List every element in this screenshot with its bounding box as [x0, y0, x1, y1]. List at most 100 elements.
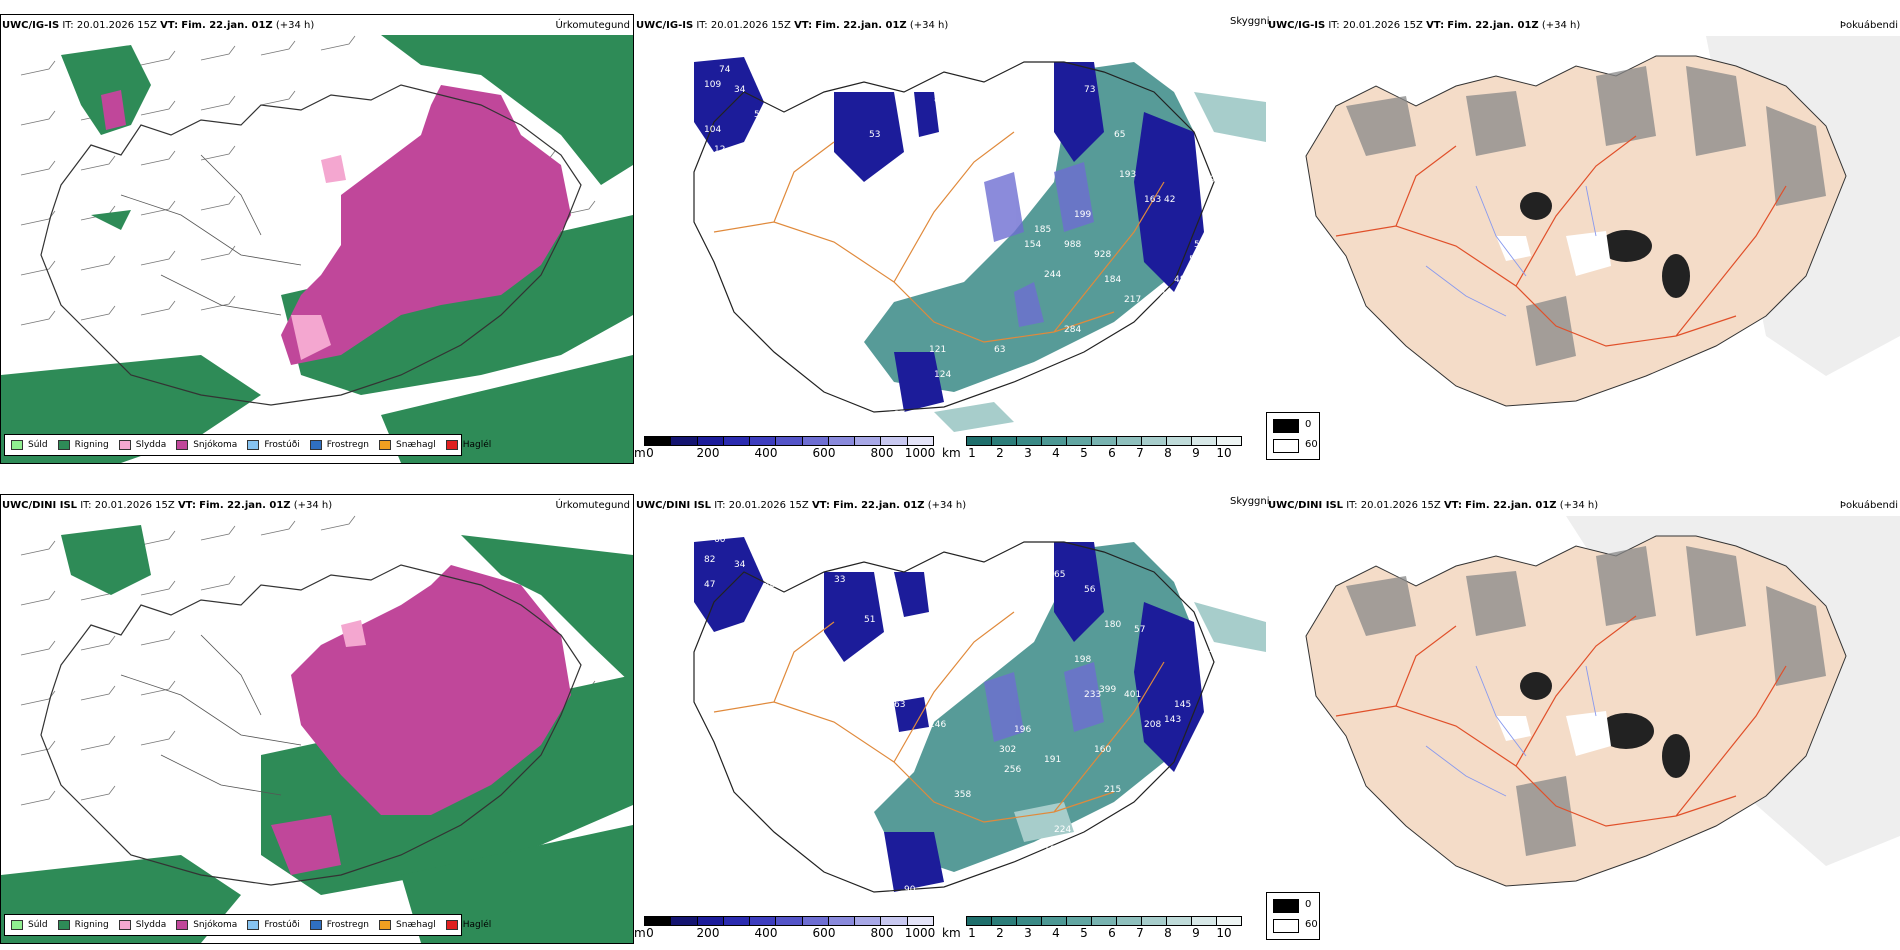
cloud-base-value: 109: [704, 80, 721, 90]
cloud-base-value: 60: [714, 535, 726, 545]
cloud-base-value: 90: [904, 885, 916, 895]
cloud-base-value: 59: [1174, 770, 1186, 780]
cloud-base-value: 47: [894, 620, 905, 630]
low-cloud-areas-top: [694, 57, 1204, 412]
cloud-base-value: 57: [1194, 240, 1205, 250]
cloud-base-value: 45: [934, 595, 945, 605]
cloud-base-value: 180: [1104, 620, 1121, 630]
cloudbase-tick: 1000: [904, 446, 936, 460]
legend-item: Slydda: [118, 440, 166, 450]
visibility-unit: km: [942, 446, 961, 460]
cloud-base-value: 59: [1204, 175, 1216, 185]
cloudbase-colorbar-top: m 0 200 400 600 800 1000: [634, 436, 936, 462]
header-bottom-right: UWC/DINI ISL IT: 20.01.2026 15Z VT: Fim.…: [1268, 500, 1599, 511]
visibility-tick: 9: [1192, 926, 1200, 940]
cloud-base-value: 194: [944, 895, 961, 905]
cloud-base-value: 233: [1084, 690, 1101, 700]
cloudbase-tick: 400: [754, 926, 778, 940]
visibility-tick: 6: [1108, 446, 1116, 460]
visibility-tick: 7: [1136, 446, 1144, 460]
fog-patches-bottom: [1346, 546, 1826, 856]
visibility-tick: 7: [1136, 926, 1144, 940]
cloud-base-value: 53: [869, 130, 880, 140]
precip-panel-bottom: UWC/DINI ISL IT: 20.01.2026 15Z VT: Fim.…: [0, 494, 634, 944]
legend-item: Haglél: [445, 440, 491, 450]
legend-item: Frostregn: [309, 440, 369, 450]
visibility-tick: 5: [1080, 926, 1088, 940]
cloud-base-value: 401: [1124, 690, 1141, 700]
cloud-base-value: 244: [1044, 270, 1061, 280]
cloud-base-labels-top: 74 109 34 58 104 67 12 75 53 85 12 122 87 47 73 65 193 19…: [704, 65, 1216, 420]
visibility-tick: 8: [1164, 926, 1172, 940]
fog-map-top: [1266, 36, 1900, 446]
visibility-tick: 1: [968, 446, 976, 460]
visibility-unit: km: [942, 926, 961, 940]
header-top-left: UWC/IG-IS IT: 20.01.2026 15Z VT: Fim. 22…: [2, 20, 315, 31]
cloudbase-tick: 0: [646, 446, 654, 460]
cloudbase-tick: 1000: [904, 926, 936, 940]
legend-item: Frostúði: [247, 440, 300, 450]
precip-panel-top: UWC/IG-IS IT: 20.01.2026 15Z VT: Fim. 22…: [0, 14, 634, 464]
legend-item: Frostúði: [247, 920, 300, 930]
cloudbase-tick: 200: [696, 926, 720, 940]
cloud-base-value: 102: [1044, 845, 1061, 855]
cloud-base-value: 58: [754, 110, 766, 120]
header-bottom-middle: UWC/DINI ISL IT: 20.01.2026 15Z VT: Fim.…: [636, 500, 967, 511]
panel-title-precip-top: Úrkomutegund: [555, 20, 630, 31]
cloud-base-value: 302: [999, 745, 1016, 755]
cloudbase-tick: 600: [812, 446, 836, 460]
cloud-base-value: 399: [1099, 685, 1116, 695]
rivers-fog-top: [1425, 185, 1597, 317]
visibility-panel-bottom: 60 82 34 47 48 61 33 51 47 45 122 205 246 55 65 56 180 57…: [634, 494, 1270, 944]
precip-map-bottom: [1, 495, 633, 943]
legend-item: Haglél: [445, 920, 491, 930]
cloud-base-value: 34: [734, 85, 746, 95]
cloud-base-value: 87: [934, 95, 945, 105]
cloud-base-value: 47: [974, 115, 985, 125]
cloud-base-value: 121: [929, 345, 946, 355]
visibility-tick: 8: [1164, 446, 1172, 460]
fog-panel-bottom: UWC/DINI ISL IT: 20.01.2026 15Z VT: Fim.…: [1266, 494, 1900, 944]
cloud-base-value: 256: [1004, 765, 1021, 775]
legend-item: Snæhagl: [379, 920, 436, 930]
cloud-base-value: 122: [889, 195, 906, 205]
header-bottom-left: UWC/DINI ISL IT: 20.01.2026 15Z VT: Fim.…: [2, 500, 333, 511]
cloud-base-value: 160: [1094, 745, 1111, 755]
panel-title-fog-bottom: Þokuábendi: [1839, 500, 1898, 511]
cloud-base-value: 184: [1104, 275, 1121, 285]
cloud-base-value: 55: [1209, 645, 1220, 655]
cloud-base-value: 74: [719, 65, 731, 75]
legend-item: Snjókoma: [176, 440, 237, 450]
iceland-outline-vis-top: [693, 61, 1215, 413]
legend-item: Snjókoma: [176, 920, 237, 930]
cloud-base-value: 48: [1174, 275, 1186, 285]
cloud-base-value: 215: [1104, 785, 1121, 795]
header-top-right: UWC/IG-IS IT: 20.01.2026 15Z VT: Fim. 22…: [1268, 20, 1581, 31]
cloud-base-value: 52: [1194, 750, 1205, 760]
cloudbase-tick: 200: [696, 446, 720, 460]
cloudbase-tick: 800: [870, 926, 894, 940]
cloud-base-value: 57: [1134, 625, 1145, 635]
cloud-base-value: 42: [1164, 195, 1175, 205]
cloudbase-unit: m: [634, 446, 646, 460]
visibility-tick: 3: [1024, 926, 1032, 940]
cloud-base-value: 75: [739, 160, 750, 170]
visibility-tick: 1: [968, 926, 976, 940]
cloud-base-value: 41: [909, 905, 920, 915]
cloud-base-value: 154: [1024, 240, 1041, 250]
cloudbase-tick: 400: [754, 446, 778, 460]
precip-legend-top: Súld Rigning Slydda Snjókoma Frostúði Fr…: [4, 434, 491, 456]
cloud-base-value: 56: [1084, 585, 1096, 595]
visibility-tick: 10: [1216, 926, 1232, 940]
cloud-base-value: 196: [1014, 725, 1031, 735]
snow-area-top: [281, 85, 571, 365]
legend-item: Súld: [11, 920, 48, 930]
visibility-tick: 4: [1052, 926, 1060, 940]
cloud-base-value: 191: [1044, 755, 1061, 765]
cloud-base-value: 122: [939, 635, 956, 645]
cloudbase-tick: 0: [646, 926, 654, 940]
cloud-base-value: 988: [1064, 240, 1081, 250]
visibility-tick: 3: [1024, 446, 1032, 460]
visibility-tick: 2: [996, 926, 1004, 940]
cloud-base-value: 185: [1034, 225, 1051, 235]
